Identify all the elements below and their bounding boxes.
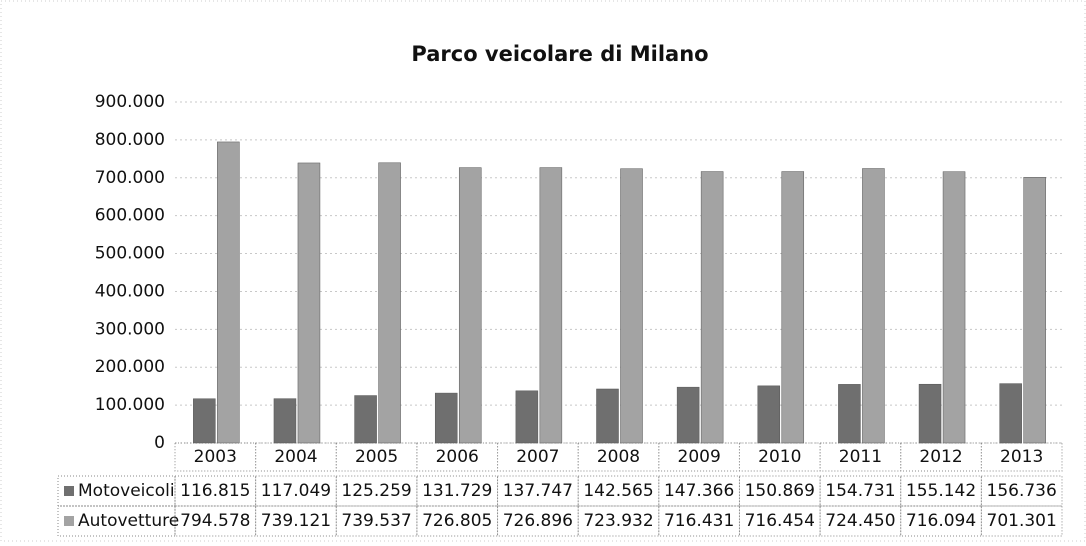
y-tick-label: 500.000 bbox=[95, 244, 165, 264]
data-label: 156.736 bbox=[987, 481, 1057, 501]
bar bbox=[757, 385, 781, 444]
y-tick-label: 600.000 bbox=[95, 206, 165, 226]
bar bbox=[273, 398, 297, 444]
bar bbox=[596, 388, 619, 444]
table-cell bbox=[577, 505, 660, 537]
y-tick-label: 300.000 bbox=[95, 319, 165, 339]
x-tick-label: 2008 bbox=[597, 447, 640, 467]
x-tick-label: 2004 bbox=[274, 447, 317, 467]
data-label: 142.565 bbox=[583, 481, 653, 501]
data-label: 723.932 bbox=[583, 511, 653, 531]
legend-swatch bbox=[64, 486, 74, 496]
chart-title: Parco veicolare di Milano bbox=[411, 42, 708, 66]
table-cell bbox=[255, 475, 337, 507]
data-label: 154.731 bbox=[825, 481, 895, 501]
bar bbox=[918, 383, 942, 444]
table-cell bbox=[57, 475, 176, 507]
bar bbox=[781, 171, 805, 444]
bar bbox=[676, 386, 700, 444]
x-tick-label: 2006 bbox=[436, 447, 479, 467]
bar bbox=[434, 392, 458, 444]
legend-label: Autovetture bbox=[78, 511, 179, 531]
table-cell bbox=[900, 505, 982, 537]
bar bbox=[297, 162, 321, 444]
table-cell bbox=[738, 505, 821, 537]
table-cell bbox=[738, 475, 821, 507]
table-cell bbox=[980, 475, 1063, 507]
y-tick-label: 200.000 bbox=[95, 357, 165, 377]
data-label: 131.729 bbox=[422, 481, 492, 501]
data-label: 716.454 bbox=[745, 511, 815, 531]
x-tick-label: 2009 bbox=[678, 447, 721, 467]
x-tick-label: 2012 bbox=[919, 447, 962, 467]
bar bbox=[515, 390, 539, 444]
table-cell bbox=[416, 505, 499, 537]
y-tick-label: 700.000 bbox=[95, 168, 165, 188]
table-cell bbox=[335, 505, 418, 537]
data-label: 739.537 bbox=[341, 511, 411, 531]
y-tick-label: 400.000 bbox=[95, 281, 165, 301]
data-label: 147.366 bbox=[664, 481, 734, 501]
bar bbox=[999, 383, 1022, 444]
y-tick-label: 0 bbox=[154, 433, 165, 453]
bar bbox=[539, 167, 563, 444]
x-tick-label: 2003 bbox=[194, 447, 237, 467]
table-cell bbox=[416, 475, 499, 507]
data-label: 116.815 bbox=[180, 481, 250, 501]
table-cell bbox=[57, 505, 176, 537]
bar bbox=[838, 384, 861, 444]
data-label: 137.747 bbox=[503, 481, 573, 501]
data-label: 125.259 bbox=[341, 481, 411, 501]
x-tick-label: 2010 bbox=[758, 447, 801, 467]
table-cell bbox=[819, 475, 902, 507]
legend-swatch bbox=[64, 516, 74, 526]
data-label: 701.301 bbox=[987, 511, 1057, 531]
bar bbox=[378, 162, 401, 444]
data-label: 724.450 bbox=[825, 511, 895, 531]
table-cell bbox=[577, 475, 660, 507]
bar bbox=[458, 167, 482, 444]
bar bbox=[862, 168, 885, 444]
bar bbox=[193, 398, 216, 444]
x-tick-label: 2005 bbox=[355, 447, 398, 467]
bar bbox=[942, 171, 966, 444]
bar bbox=[217, 141, 240, 444]
data-label: 117.049 bbox=[261, 481, 331, 501]
data-label: 739.121 bbox=[261, 511, 331, 531]
y-tick-label: 100.000 bbox=[95, 395, 165, 415]
table-cell bbox=[900, 475, 982, 507]
table-cell bbox=[497, 505, 579, 537]
table-cell bbox=[497, 475, 579, 507]
data-label: 150.869 bbox=[745, 481, 815, 501]
data-label: 726.896 bbox=[503, 511, 573, 531]
table-cell bbox=[174, 505, 257, 537]
data-label: 155.142 bbox=[906, 481, 976, 501]
x-tick-label: 2007 bbox=[516, 447, 559, 467]
y-tick-label: 800.000 bbox=[95, 130, 165, 150]
bar bbox=[620, 168, 643, 444]
data-label: 726.805 bbox=[422, 511, 492, 531]
bar bbox=[354, 395, 377, 444]
table-cell bbox=[980, 505, 1063, 537]
table-cell bbox=[174, 475, 257, 507]
y-tick-label: 900.000 bbox=[95, 92, 165, 112]
table-cell bbox=[335, 475, 418, 507]
table-cell bbox=[255, 505, 337, 537]
table-cell bbox=[658, 475, 740, 507]
table-cell bbox=[658, 505, 740, 537]
data-label: 716.431 bbox=[664, 511, 734, 531]
legend-label: Motoveicoli bbox=[78, 481, 175, 501]
bar bbox=[700, 171, 724, 444]
data-label: 716.094 bbox=[906, 511, 976, 531]
data-label: 794.578 bbox=[180, 511, 250, 531]
x-tick-label: 2011 bbox=[839, 447, 882, 467]
x-tick-label: 2013 bbox=[1000, 447, 1043, 467]
bar bbox=[1023, 177, 1046, 444]
table-cell bbox=[819, 505, 902, 537]
